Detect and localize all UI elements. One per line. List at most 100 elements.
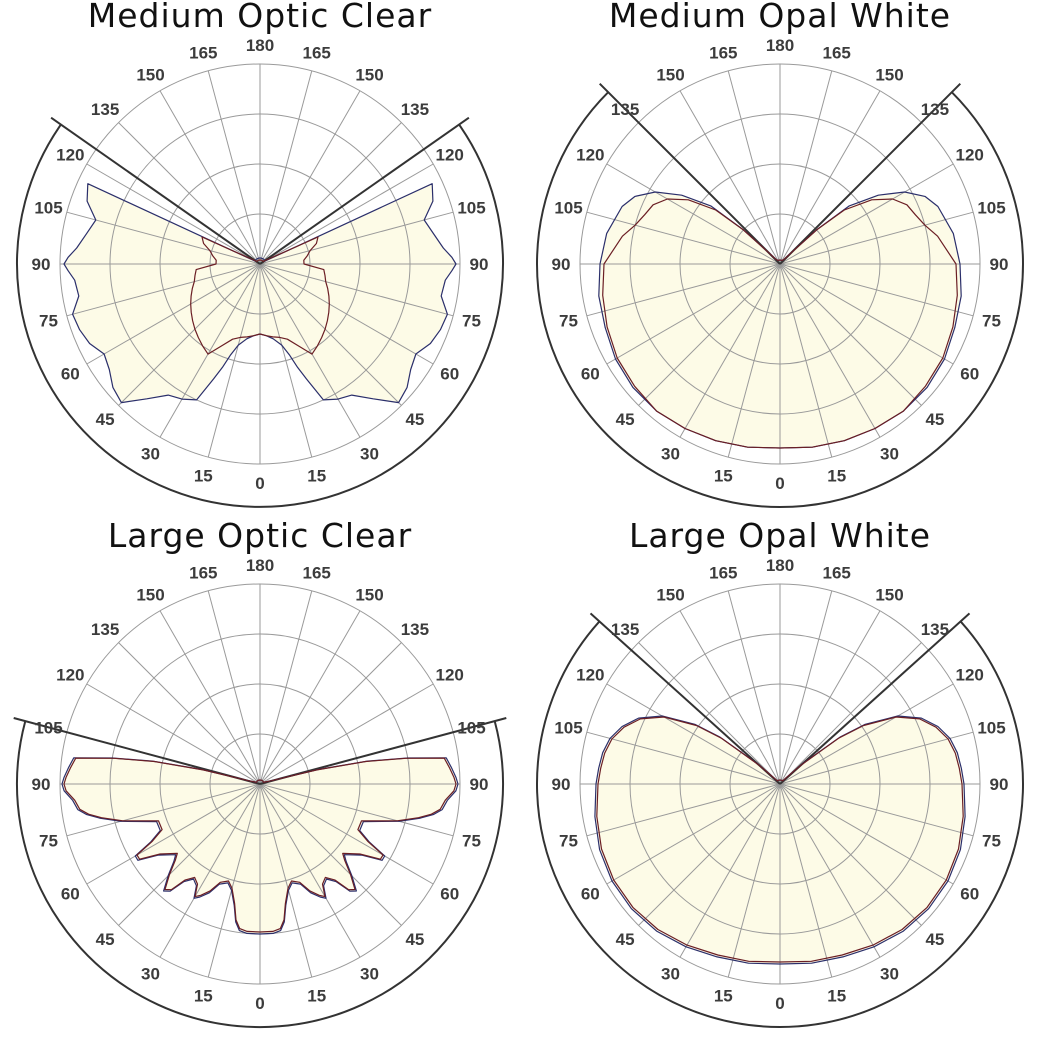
grid-spoke	[259, 122, 402, 265]
angle-tick-label: 30	[880, 965, 899, 984]
cutoff-line	[779, 612, 971, 785]
polar-chart-3: Large Opal White 0 15 15 30 30 45 45 60 60 75 75 90…	[520, 516, 1040, 1040]
grid-spoke	[207, 783, 261, 978]
angle-tick-label: 45	[96, 930, 115, 949]
angle-tick-label: 45	[616, 410, 635, 429]
grid-spoke	[779, 263, 833, 458]
angle-tick-label: 15	[714, 467, 733, 486]
grid-spoke	[159, 90, 261, 265]
angle-tick-label: 135	[921, 100, 949, 119]
angle-tick-label: 60	[440, 365, 459, 384]
angle-tick-label: 105	[457, 718, 485, 737]
cutoff-line	[779, 82, 962, 265]
grid-spoke	[779, 683, 954, 785]
grid-spoke	[118, 783, 261, 926]
angle-tick-label: 90	[552, 775, 571, 794]
angle-tick-label: 45	[405, 410, 424, 429]
grid-spoke	[259, 263, 434, 365]
grid-spoke	[779, 783, 954, 885]
grid-spoke	[779, 263, 922, 406]
angle-tick-label: 150	[136, 65, 164, 84]
grid-spoke	[779, 263, 974, 317]
grid-spoke	[259, 263, 313, 458]
angle-tick-label: 90	[32, 775, 51, 794]
angle-tick-label: 150	[656, 585, 684, 604]
grid-spoke	[259, 783, 313, 978]
angle-tick-label: 135	[401, 620, 429, 639]
grid-spoke	[638, 783, 781, 926]
angle-tick-label: 15	[827, 987, 846, 1006]
angle-tick-label: 15	[714, 987, 733, 1006]
grid-spoke	[66, 783, 261, 837]
grid-spoke	[259, 163, 434, 265]
angle-tick-label: 90	[470, 255, 489, 274]
angle-tick-label: 150	[136, 585, 164, 604]
grid-spoke	[779, 263, 881, 438]
grid-spoke	[638, 263, 781, 406]
angle-tick-label: 15	[307, 987, 326, 1006]
chart-title: Medium Optic Clear	[87, 0, 433, 35]
angle-tick-label: 180	[766, 36, 794, 55]
grid-spoke	[259, 90, 361, 265]
polar-plot: 0 15 15 30 30 45 45 60 60 75 75 90 90 105 105 120 120 135…	[13, 556, 507, 1028]
series-outline	[602, 198, 958, 449]
grid-spoke	[207, 590, 261, 785]
grid-spoke	[779, 642, 922, 785]
outer-arc	[536, 620, 1024, 1028]
grid-spoke	[779, 783, 922, 926]
angle-tick-label: 45	[925, 410, 944, 429]
grid-spoke	[679, 783, 781, 958]
angle-tick-label: 90	[990, 775, 1009, 794]
angle-tick-label: 75	[559, 312, 578, 331]
cutoff-line	[589, 612, 781, 785]
angle-tick-label: 75	[982, 832, 1001, 851]
angle-tick-label: 30	[141, 965, 160, 984]
grid-spoke	[259, 263, 402, 406]
grid-spoke	[259, 783, 434, 885]
angle-tick-label: 15	[194, 987, 213, 1006]
angle-tick-label: 30	[661, 965, 680, 984]
angle-tick-label: 0	[775, 474, 784, 493]
angle-tick-label: 75	[559, 832, 578, 851]
angle-tick-label: 105	[457, 198, 485, 217]
angle-tick-label: 105	[554, 198, 582, 217]
angle-tick-label: 180	[246, 36, 274, 55]
angle-tick-label: 165	[303, 564, 331, 583]
angle-tick-label: 60	[581, 885, 600, 904]
outer-arc	[16, 124, 504, 508]
grid-spoke	[66, 263, 261, 317]
angle-tick-label: 120	[56, 666, 84, 685]
angle-tick-label: 45	[405, 930, 424, 949]
angle-tick-label: 150	[875, 65, 903, 84]
angle-tick-label: 165	[709, 564, 737, 583]
angle-tick-label: 120	[956, 666, 984, 685]
cutoff-line	[598, 82, 781, 265]
grid-spoke	[779, 731, 974, 785]
angle-tick-label: 165	[823, 564, 851, 583]
grid-spoke	[86, 683, 261, 785]
grid-spoke	[259, 783, 454, 837]
grid-spoke	[779, 163, 954, 265]
grid-spoke	[606, 683, 781, 785]
angle-tick-label: 15	[307, 467, 326, 486]
angle-tick-label: 165	[189, 564, 217, 583]
grid-spoke	[586, 211, 781, 265]
angle-tick-label: 60	[581, 365, 600, 384]
angle-tick-label: 75	[982, 312, 1001, 331]
grid-spoke	[118, 263, 261, 406]
grid-spoke	[779, 783, 881, 958]
angle-tick-label: 180	[246, 556, 274, 575]
angle-tick-label: 90	[470, 775, 489, 794]
grid-spoke	[207, 70, 261, 265]
grid-spoke	[779, 783, 974, 837]
angle-tick-label: 165	[823, 44, 851, 63]
grid-spoke	[779, 70, 833, 265]
grid-spoke	[159, 610, 261, 785]
grid-spoke	[118, 642, 261, 785]
grid-spoke	[586, 731, 781, 785]
grid-spoke	[259, 70, 313, 265]
angle-tick-label: 30	[360, 965, 379, 984]
angle-tick-label: 135	[91, 620, 119, 639]
grid-spoke	[159, 783, 261, 958]
angle-tick-label: 75	[462, 312, 481, 331]
